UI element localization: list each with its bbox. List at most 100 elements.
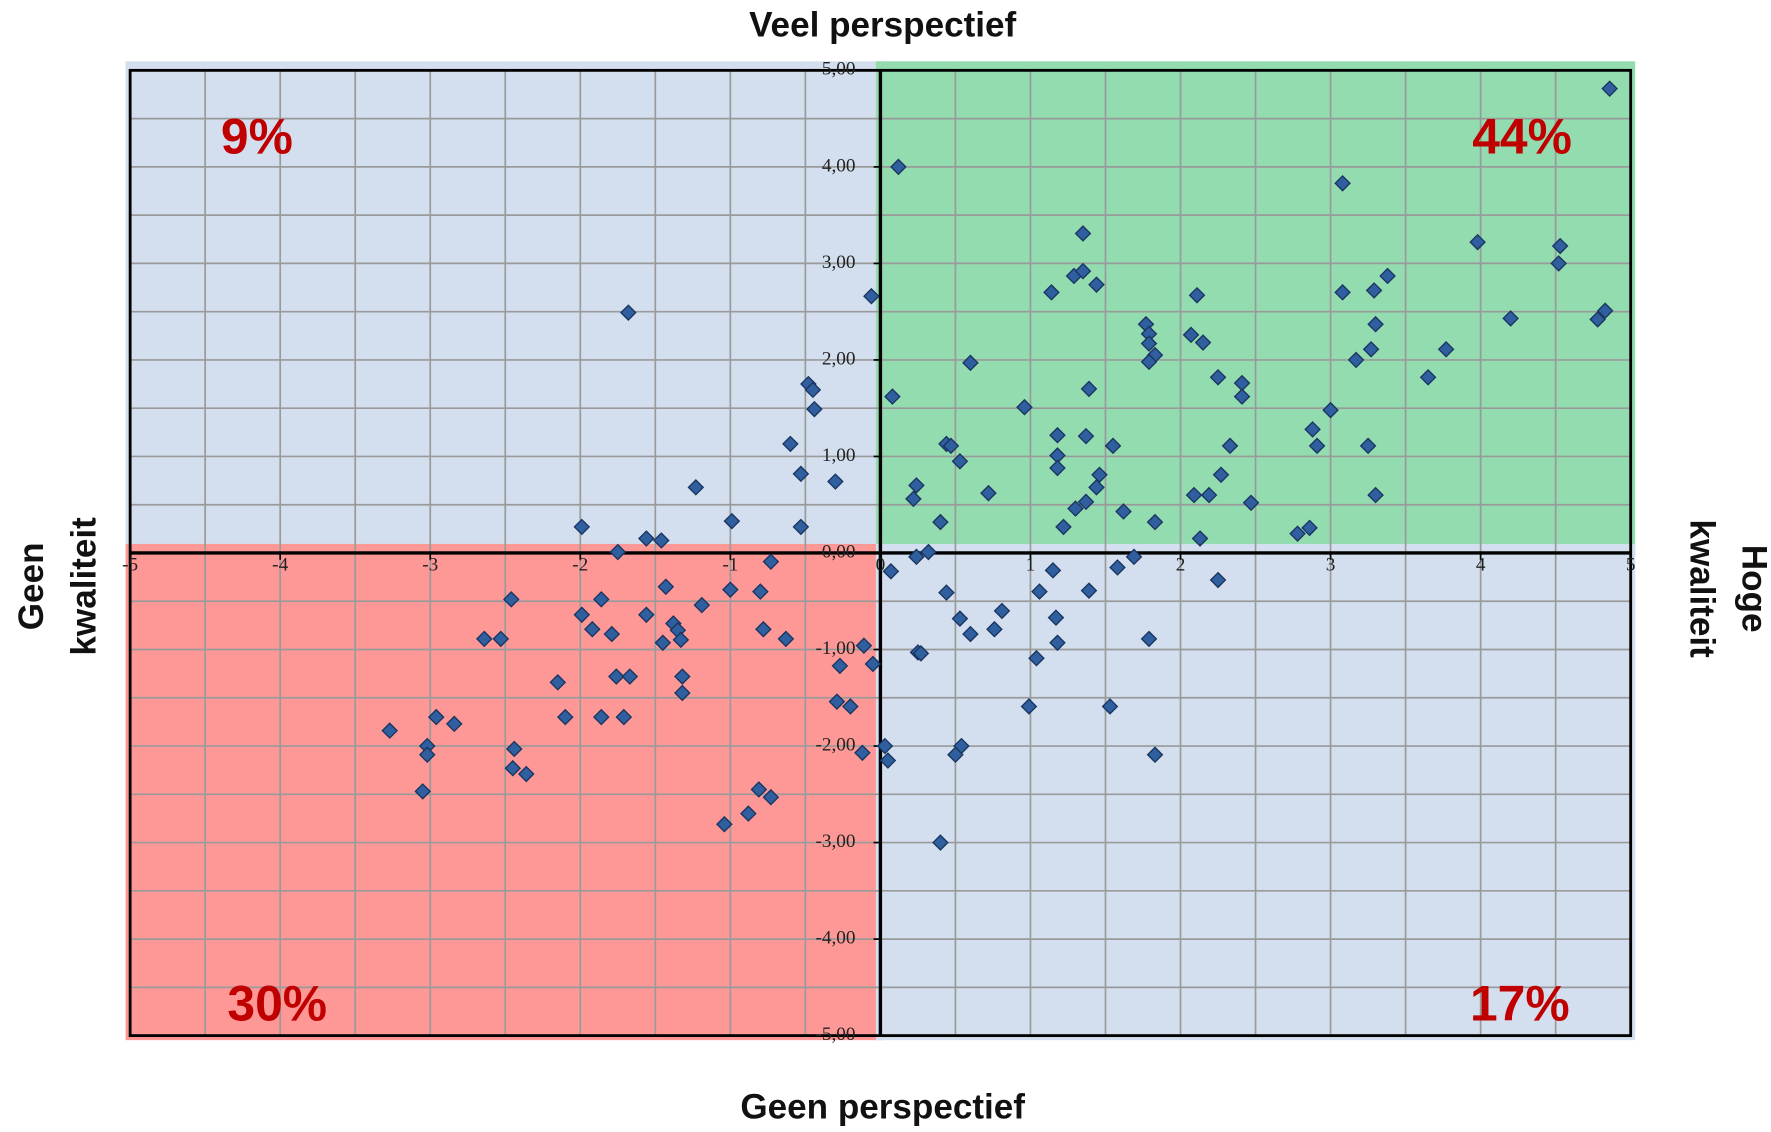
point xyxy=(505,740,523,758)
point xyxy=(1146,513,1164,531)
point xyxy=(1242,494,1260,512)
point xyxy=(986,620,1003,638)
point xyxy=(1104,437,1122,455)
y-tick-label: 5,00 xyxy=(822,59,856,80)
point xyxy=(716,815,733,833)
point xyxy=(876,737,894,755)
point xyxy=(1109,559,1126,576)
quadrant-percent: 9% xyxy=(221,109,293,165)
point xyxy=(1055,518,1072,536)
quadrant-percent: 44% xyxy=(1472,109,1572,165)
point xyxy=(951,452,969,470)
point xyxy=(806,400,823,418)
point xyxy=(1359,437,1377,455)
point xyxy=(1140,630,1158,648)
point xyxy=(1049,459,1066,477)
y-tick-label: -2,00 xyxy=(815,734,855,755)
point xyxy=(674,668,691,685)
point xyxy=(750,781,768,798)
point xyxy=(912,645,930,662)
point xyxy=(827,473,844,490)
point xyxy=(1301,519,1318,537)
point xyxy=(573,606,591,624)
point xyxy=(603,625,621,643)
x-tick-label: 4 xyxy=(1476,554,1486,575)
point xyxy=(1115,503,1132,520)
point xyxy=(828,693,846,710)
y-tick-label: -5,00 xyxy=(815,1024,855,1045)
x-tick-label: -1 xyxy=(722,554,738,575)
point xyxy=(1419,368,1437,386)
point xyxy=(1088,276,1105,293)
quadrant-percent: 30% xyxy=(227,975,327,1031)
point xyxy=(1185,486,1203,504)
point xyxy=(962,354,979,372)
point xyxy=(1367,486,1384,504)
point xyxy=(549,674,567,691)
x-tick-label: 5 xyxy=(1626,554,1636,575)
point xyxy=(755,620,772,638)
point xyxy=(672,631,690,649)
top-label: Veel perspectief xyxy=(749,6,1016,45)
point xyxy=(740,805,757,822)
point xyxy=(609,543,627,561)
y-tick-label: -1,00 xyxy=(815,638,855,659)
bottom-label: Geen perspectief xyxy=(740,1087,1025,1126)
point xyxy=(1304,421,1321,438)
point xyxy=(804,381,822,399)
point xyxy=(1367,315,1384,333)
point xyxy=(854,744,871,762)
point xyxy=(1049,634,1066,652)
y-tick-label: 4,00 xyxy=(822,155,856,176)
point xyxy=(607,668,625,685)
point xyxy=(1362,340,1380,358)
x-tick-label: 3 xyxy=(1326,554,1336,575)
point xyxy=(723,512,741,530)
point xyxy=(993,602,1011,620)
point xyxy=(1209,571,1227,589)
point xyxy=(1074,225,1092,242)
point xyxy=(1188,286,1206,304)
point xyxy=(792,465,810,483)
point xyxy=(890,158,907,176)
left-label: Geen xyxy=(12,543,51,631)
x-tick-label: -2 xyxy=(572,554,588,575)
point xyxy=(1088,479,1105,496)
x-tick-label: 0 xyxy=(876,554,886,575)
point xyxy=(1365,282,1383,299)
quadrant-percent: 17% xyxy=(1470,975,1570,1031)
point xyxy=(863,287,880,305)
point xyxy=(1601,80,1618,98)
grid xyxy=(128,68,1633,1038)
point xyxy=(1125,548,1143,566)
point xyxy=(1308,437,1326,455)
point xyxy=(427,708,445,726)
x-tick-label: -5 xyxy=(122,554,138,575)
right-label: kwaliteit xyxy=(1682,519,1721,658)
point xyxy=(445,715,463,733)
point xyxy=(1077,427,1095,445)
point xyxy=(842,698,859,715)
point xyxy=(1191,530,1209,547)
point xyxy=(492,630,510,648)
point xyxy=(592,591,610,608)
point xyxy=(1140,335,1158,352)
point xyxy=(980,484,997,502)
point xyxy=(882,563,900,580)
point xyxy=(938,584,955,601)
point xyxy=(1589,311,1606,328)
point xyxy=(1194,334,1212,351)
point xyxy=(1322,401,1339,419)
point xyxy=(864,655,882,673)
point xyxy=(583,620,601,638)
point xyxy=(932,834,949,851)
y-tick-label: 3,00 xyxy=(822,252,856,273)
point xyxy=(1334,174,1351,192)
point xyxy=(1334,284,1351,301)
point xyxy=(1101,698,1119,715)
points xyxy=(381,80,1618,851)
point xyxy=(502,591,520,608)
point xyxy=(620,304,637,321)
point xyxy=(762,788,780,806)
